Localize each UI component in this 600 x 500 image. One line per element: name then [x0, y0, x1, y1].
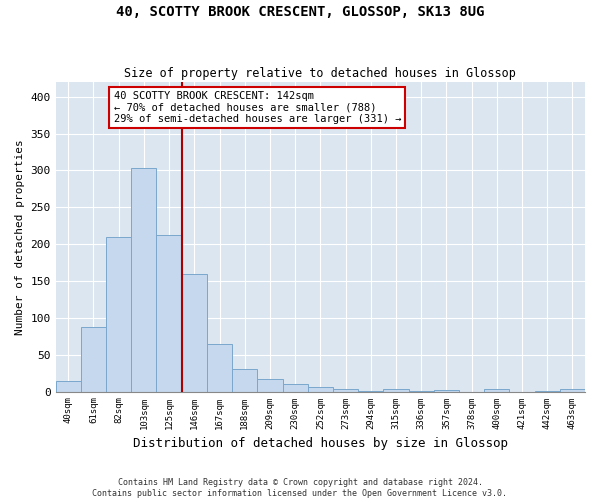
Text: Contains HM Land Registry data © Crown copyright and database right 2024.
Contai: Contains HM Land Registry data © Crown c…: [92, 478, 508, 498]
Y-axis label: Number of detached properties: Number of detached properties: [15, 139, 25, 334]
X-axis label: Distribution of detached houses by size in Glossop: Distribution of detached houses by size …: [133, 437, 508, 450]
Bar: [81, 326, 106, 392]
Bar: [308, 387, 333, 392]
Bar: [182, 274, 207, 392]
Bar: [535, 391, 560, 392]
Bar: [131, 168, 157, 392]
Bar: [207, 344, 232, 392]
Bar: [333, 388, 358, 392]
Bar: [232, 370, 257, 392]
Bar: [383, 390, 409, 392]
Bar: [106, 237, 131, 392]
Text: 40 SCOTTY BROOK CRESCENT: 142sqm
← 70% of detached houses are smaller (788)
29% : 40 SCOTTY BROOK CRESCENT: 142sqm ← 70% o…: [113, 91, 401, 124]
Bar: [56, 380, 81, 392]
Bar: [560, 390, 585, 392]
Bar: [283, 384, 308, 392]
Bar: [434, 390, 459, 392]
Title: Size of property relative to detached houses in Glossop: Size of property relative to detached ho…: [124, 66, 516, 80]
Bar: [157, 234, 182, 392]
Text: 40, SCOTTY BROOK CRESCENT, GLOSSOP, SK13 8UG: 40, SCOTTY BROOK CRESCENT, GLOSSOP, SK13…: [116, 5, 484, 19]
Bar: [409, 391, 434, 392]
Bar: [358, 391, 383, 392]
Bar: [484, 390, 509, 392]
Bar: [257, 379, 283, 392]
